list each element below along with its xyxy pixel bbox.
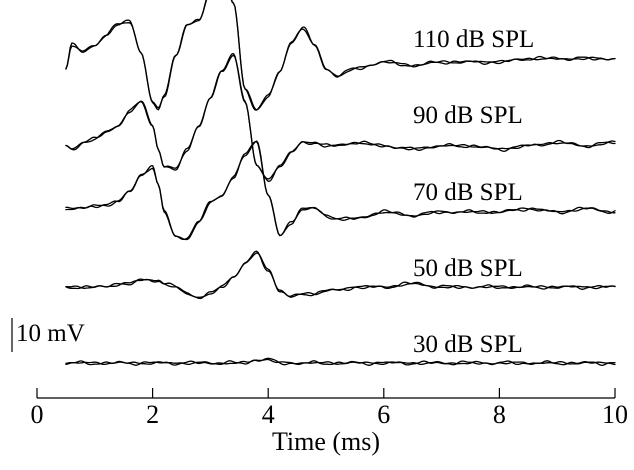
trace-50-db-spl-repeat-1 [65,252,616,298]
series-labels-layer: 110 dB SPL 90 dB SPL 70 dB SPL 50 dB SPL 30 … [413,26,534,358]
scale-bar-group: 10 mV [11,318,85,352]
series-label: 30 dB SPL [413,331,523,358]
x-ticks-layer: 0 2 4 6 8 10 [31,388,628,429]
x-axis: 0 2 4 6 8 10 Time (ms) [31,388,628,456]
trace-110-db-spl-repeat-2 [65,0,616,111]
scale-bar-label: 10 mV [16,320,85,347]
trace-30-db-spl-repeat-2 [65,357,616,366]
trace-50-db-spl-repeat-2 [65,250,616,300]
trace-90-db-spl-repeat-1 [65,52,616,180]
x-axis-title: Time (ms) [272,427,380,456]
trace-90-db-spl-repeat-2 [65,54,616,182]
trace-70-db-spl-repeat-2 [65,140,616,241]
x-tick-label: 6 [377,400,390,429]
x-tick-label: 10 [602,400,628,429]
traces-layer [65,0,616,366]
x-tick-label: 4 [262,400,275,429]
x-tick-label: 0 [31,400,44,429]
x-tick-label: 8 [493,400,506,429]
series-label: 50 dB SPL [413,255,523,282]
trace-110-db-spl-repeat-1 [65,0,616,111]
series-label: 70 dB SPL [413,179,523,206]
series-label: 90 dB SPL [413,102,523,129]
series-label: 110 dB SPL [413,26,534,53]
x-tick-label: 2 [146,400,159,429]
trace-70-db-spl-repeat-1 [65,141,616,241]
